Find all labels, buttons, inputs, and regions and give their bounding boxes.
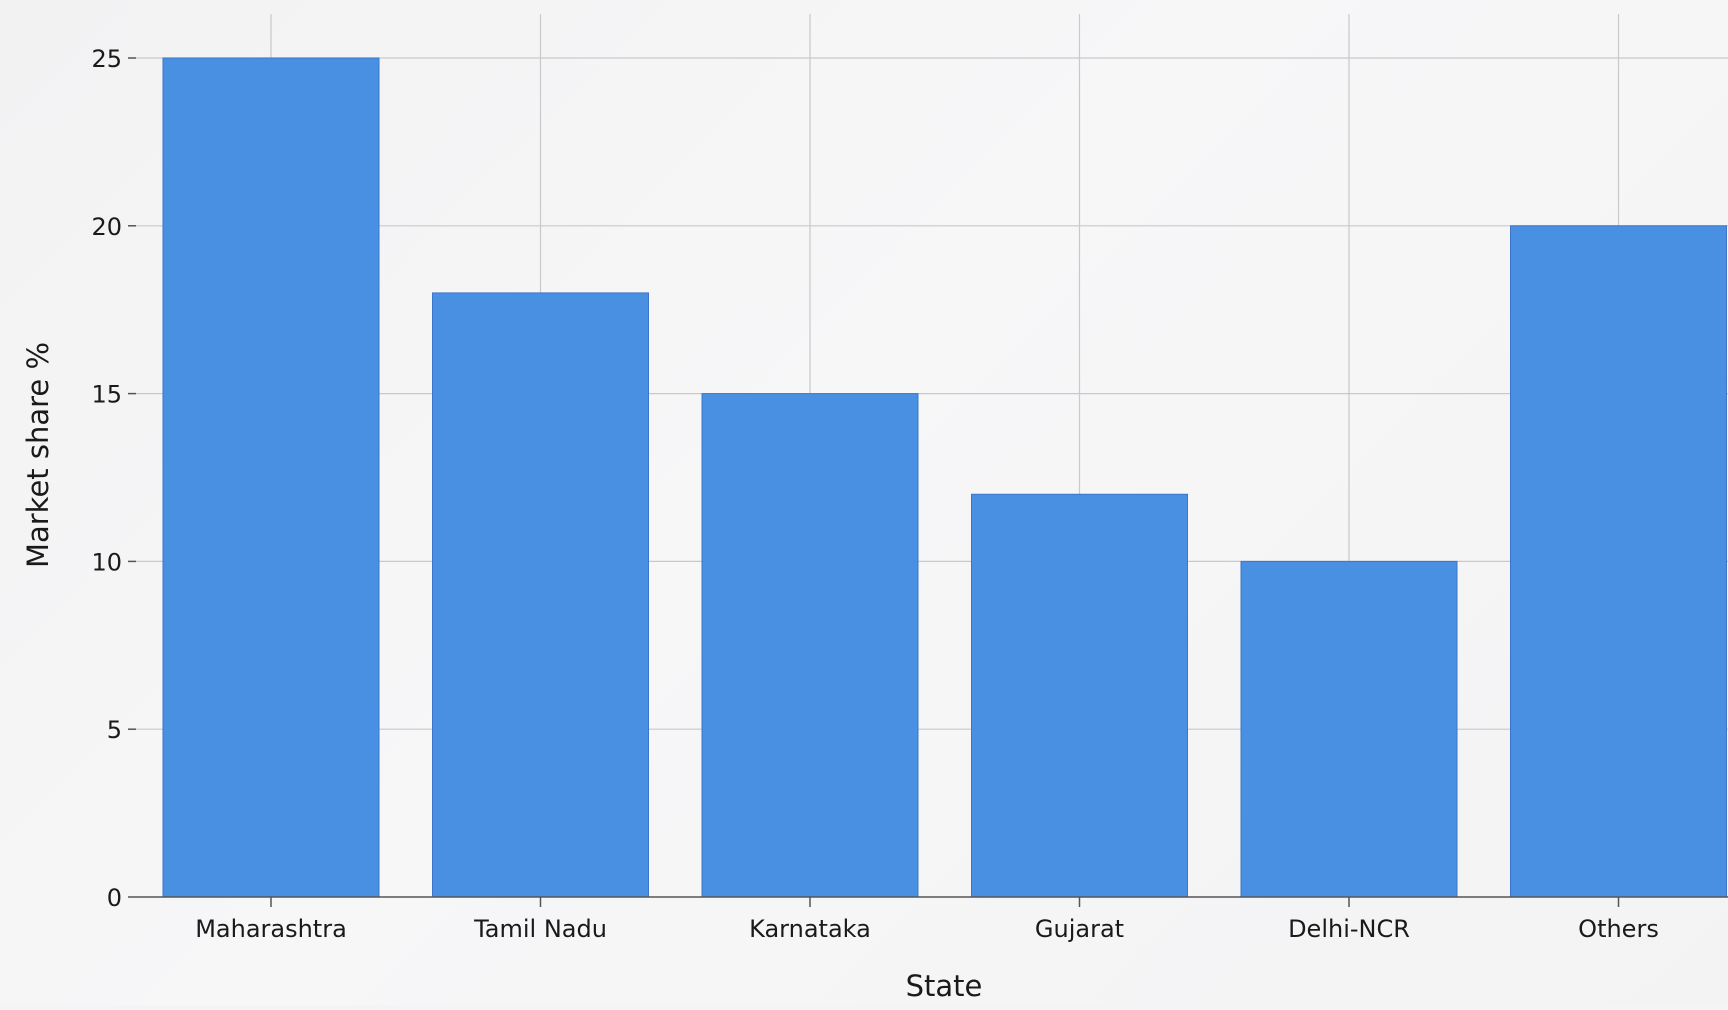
y-tick-label: 0	[107, 884, 122, 912]
bar-delhi-ncr	[1240, 560, 1458, 898]
bar-karnataka	[701, 393, 919, 898]
bar-others	[1510, 225, 1727, 898]
y-axis-title: Market share %	[21, 342, 55, 568]
x-tick-label: Karnataka	[749, 915, 871, 943]
y-tick-label: 5	[107, 716, 122, 744]
x-axis-ticks: Maharashtra Tamil Nadu Karnataka Gujarat Del…	[195, 897, 1659, 943]
y-tick-label: 25	[91, 45, 122, 73]
bars	[162, 57, 1727, 898]
bar-gujarat	[971, 493, 1188, 898]
bar-tamil-nadu	[432, 292, 649, 898]
x-tick-label: Tamil Nadu	[473, 915, 607, 943]
y-tick-label: 20	[91, 213, 122, 241]
y-axis-ticks: 0 5 10 15 20 25	[91, 45, 136, 912]
x-tick-label: Maharashtra	[195, 915, 347, 943]
x-axis-title: State	[906, 969, 983, 1003]
x-tick-label: Others	[1578, 915, 1659, 943]
x-tick-label: Delhi-NCR	[1288, 915, 1410, 943]
y-tick-label: 15	[91, 381, 122, 409]
bar-maharashtra	[162, 57, 380, 898]
y-tick-label: 10	[91, 548, 122, 576]
x-tick-label: Gujarat	[1035, 915, 1124, 943]
